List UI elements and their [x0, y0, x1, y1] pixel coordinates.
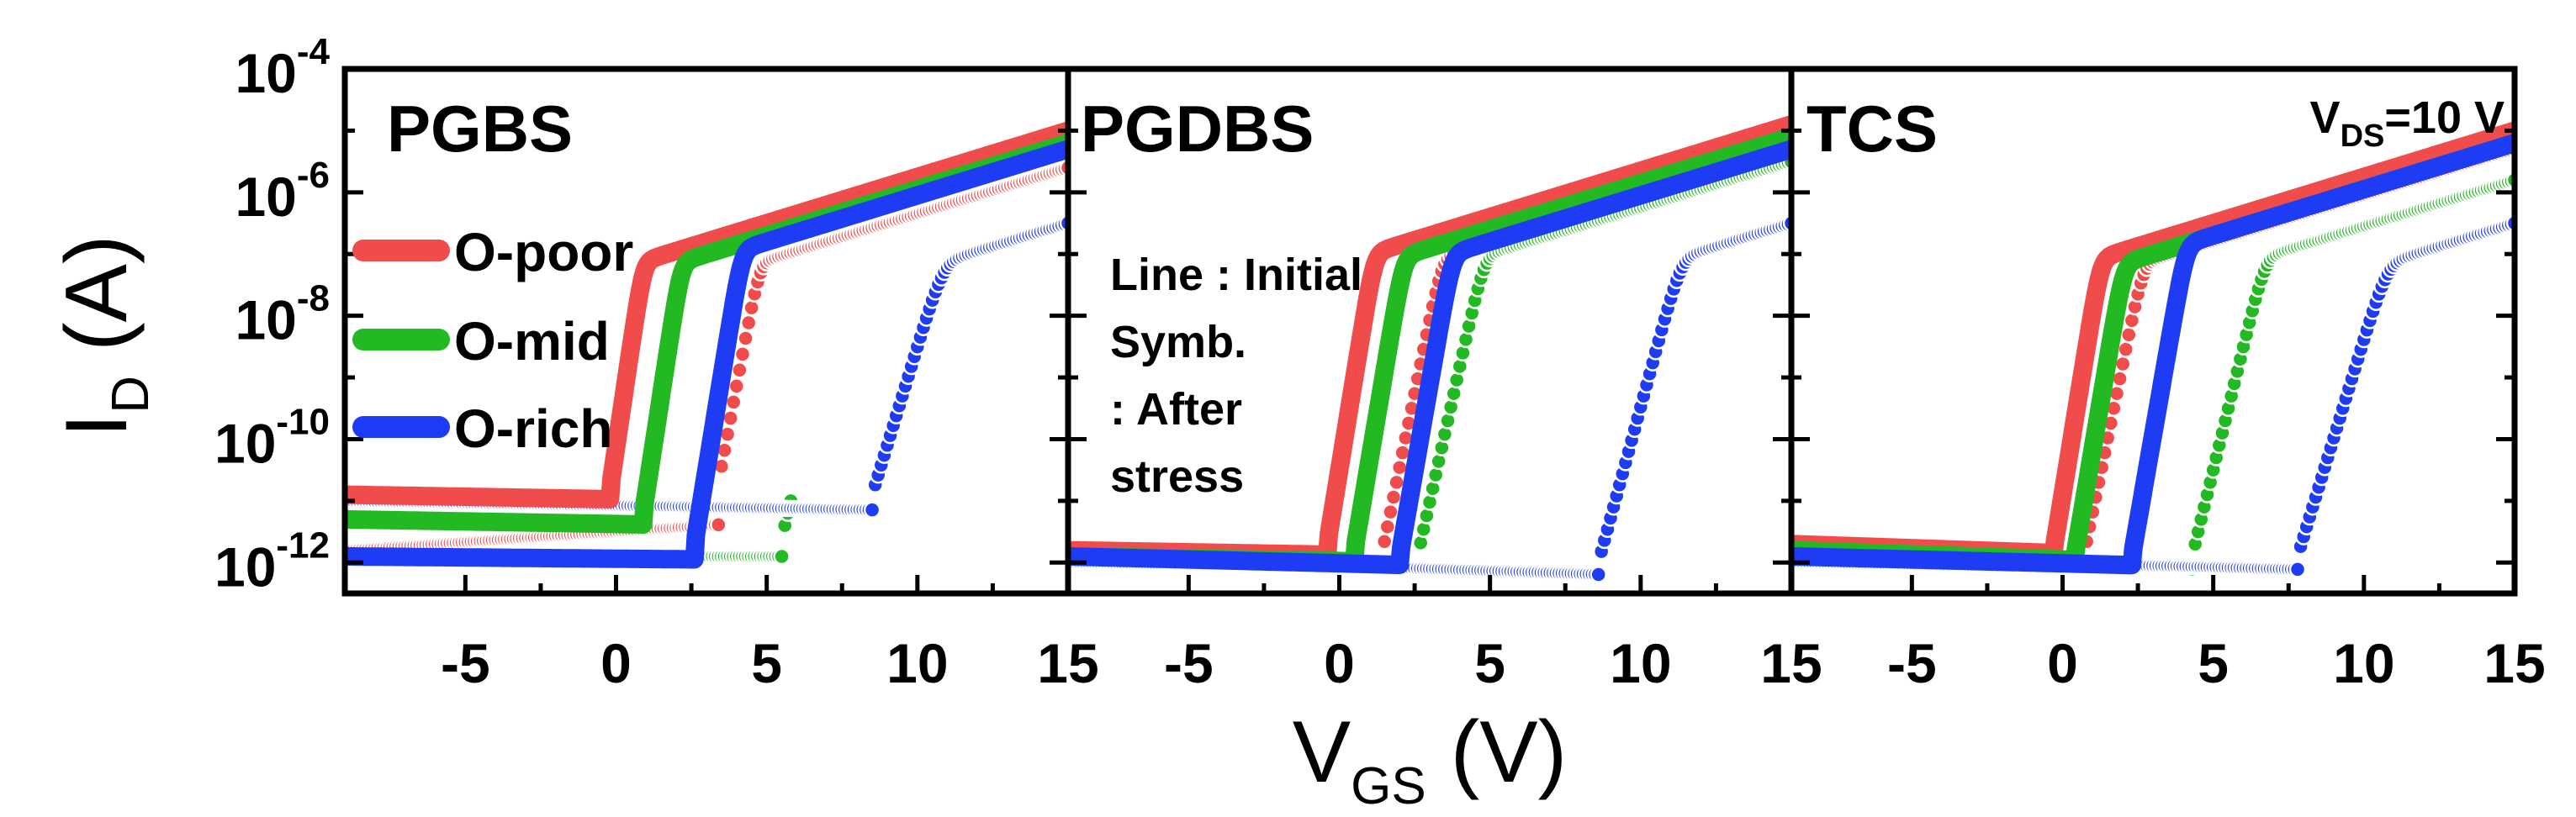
data-point [1445, 384, 1463, 403]
data-point [733, 345, 752, 363]
data-point [739, 314, 758, 332]
data-point [2117, 340, 2134, 358]
panel-titles: PGBS PGDBS TCS VDS=10 V [387, 92, 2505, 166]
data-point [773, 547, 791, 566]
y-tick-label: 10-10 [214, 401, 330, 474]
x-tick-label: 15 [1760, 632, 1822, 694]
data-point [2113, 355, 2132, 373]
legend: O-poor O-mid O-rich [352, 222, 633, 459]
legend-item-o-rich: O-rich [352, 398, 612, 459]
x-tick-label: -5 [1164, 632, 1214, 694]
y-tick-label: 10-4 [235, 31, 330, 104]
y-tick-label: 10-6 [235, 155, 330, 228]
panel-1-o-poor-line-curve [345, 121, 1068, 509]
x-tick-label: 15 [1037, 632, 1098, 694]
data-point [2120, 326, 2138, 344]
annotation-line: Symb. [1110, 317, 1246, 367]
legend-label: O-poor [454, 222, 633, 282]
y-tick-label: 10-8 [235, 278, 330, 351]
annotation-line: stress [1110, 451, 1244, 502]
data-point [1590, 566, 1607, 583]
y-axis-title: ID (A) [48, 235, 160, 437]
panel-1-curves [345, 121, 1068, 569]
panel-2-curves [1068, 115, 1791, 583]
panel-2-o-rich-line-curve [1068, 140, 1791, 574]
panel-3-o-poor-line-curve [1791, 121, 2515, 562]
data-point [1415, 520, 1433, 538]
legend-item-o-poor: O-poor [352, 222, 633, 282]
data-point [727, 377, 746, 395]
x-tick-label: 10 [2333, 632, 2394, 694]
data-point [731, 361, 748, 379]
x-tick-label: 5 [751, 632, 782, 694]
data-point [1375, 533, 1394, 551]
data-point [1420, 493, 1439, 511]
data-point [1430, 452, 1447, 471]
x-tick-label: 5 [2198, 632, 2229, 694]
legend-label: O-rich [454, 398, 612, 459]
data-point [1382, 503, 1399, 521]
data-point [743, 298, 760, 317]
data-point [1424, 479, 1441, 498]
panel-3-curves [1791, 121, 2515, 578]
annotation-line: : After [1110, 384, 1242, 435]
data-point [710, 516, 727, 534]
panel-2-title: PGDBS [1081, 92, 1314, 166]
legend-item-o-mid: O-mid [352, 311, 610, 372]
panel-3-frame [1788, 66, 2518, 597]
panel-1-title: PGBS [387, 92, 573, 166]
data-point [1388, 473, 1405, 492]
data-point [1384, 488, 1403, 506]
data-point [737, 329, 754, 347]
annotation-line: Line : Initial [1110, 250, 1362, 300]
x-tick-label: 0 [2047, 632, 2078, 694]
data-point [2288, 561, 2307, 578]
panel-3-o-rich-line-curve [1791, 134, 2515, 575]
x-tick-label: 5 [1474, 632, 1505, 694]
axis-labels: -5 0 5 10 15 -5 0 5 10 15 -5 0 5 10 15 10-4 10-6 10-8 10-1… [48, 31, 2546, 815]
x-tick-label: 10 [886, 632, 948, 694]
data-point [863, 501, 881, 519]
axis-ticks [345, 66, 2517, 593]
annotation: Line : Initial Symb. : After stress [1110, 250, 1362, 502]
vds-label: VDS=10 V [2310, 92, 2505, 154]
data-point [1378, 518, 1397, 535]
x-tick-label: 0 [1324, 632, 1355, 694]
panel-3-title: TCS [1806, 92, 1938, 166]
panel-frames [341, 66, 2518, 597]
legend-label: O-mid [454, 311, 610, 372]
x-tick-label: 10 [1610, 632, 1671, 694]
data-point [2123, 312, 2141, 329]
x-tick-label: 0 [600, 632, 632, 694]
data-point [724, 393, 743, 411]
panel-1-o-rich-line-curve [345, 140, 1068, 569]
x-tick-label: -5 [1887, 632, 1937, 694]
data-point [1439, 412, 1457, 430]
x-tick-label: -5 [441, 632, 490, 694]
y-tick-label: 10-12 [214, 524, 330, 598]
x-tick-label: 15 [2483, 632, 2545, 694]
x-axis-title: VGS (V) [1293, 704, 1568, 815]
data-point [722, 409, 739, 427]
curves-layer [345, 115, 2515, 583]
